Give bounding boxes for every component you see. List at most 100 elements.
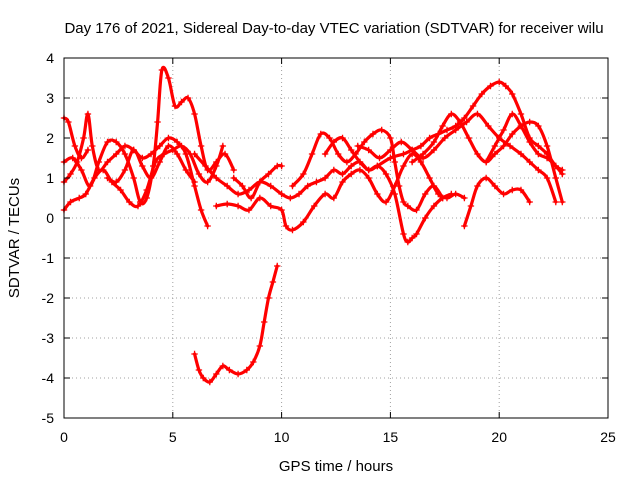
data-point-marker — [200, 374, 207, 382]
data-point-marker — [404, 202, 412, 210]
data-point-marker — [491, 150, 499, 158]
data-point-marker — [282, 222, 290, 230]
data-point-marker — [321, 190, 329, 198]
data-point-marker — [317, 130, 324, 138]
data-point-marker — [121, 142, 129, 150]
series-arc-7 — [213, 150, 468, 234]
data-point-marker — [69, 154, 76, 162]
data-point-marker — [426, 134, 433, 142]
data-point-marker — [139, 162, 146, 170]
data-point-marker — [67, 198, 74, 206]
data-point-marker — [456, 118, 464, 126]
data-point-marker — [197, 206, 205, 214]
data-point-marker — [204, 178, 211, 186]
data-point-marker — [191, 150, 198, 158]
series-arc-5 — [104, 142, 198, 186]
data-point-marker — [413, 230, 420, 238]
data-point-marker — [509, 130, 516, 138]
series-arc-4 — [60, 142, 227, 214]
data-point-marker — [134, 202, 142, 210]
series-line — [62, 144, 225, 212]
data-point-marker — [509, 186, 516, 194]
series-line — [484, 112, 564, 176]
data-point-marker — [506, 142, 514, 150]
y-axis-label: SDTVAR / TECUs — [6, 178, 23, 298]
data-point-marker — [154, 118, 161, 126]
data-point-marker — [191, 110, 198, 118]
data-point-marker — [226, 366, 233, 374]
data-point-marker — [84, 110, 92, 118]
data-point-marker — [104, 138, 111, 146]
x-tick-label: 10 — [274, 429, 290, 445]
data-point-marker — [452, 126, 459, 134]
data-point-marker — [378, 126, 385, 134]
series-line — [410, 112, 564, 204]
data-point-marker — [224, 200, 231, 208]
data-series — [60, 65, 566, 386]
data-point-marker — [552, 174, 559, 182]
data-point-marker — [178, 142, 185, 150]
data-point-marker — [543, 174, 551, 182]
data-point-marker — [289, 182, 296, 190]
series-arc-11 — [321, 134, 455, 246]
data-point-marker — [82, 190, 89, 198]
chart-title: Day 176 of 2021, Sidereal Day-to-day VTE… — [64, 20, 603, 37]
data-point-marker — [321, 174, 329, 182]
data-point-marker — [158, 66, 166, 74]
y-tick-label: -4 — [42, 370, 55, 386]
data-point-marker — [419, 150, 427, 158]
data-point-marker — [256, 194, 264, 202]
data-point-marker — [260, 318, 268, 326]
data-point-marker — [354, 142, 361, 150]
data-point-marker — [482, 158, 490, 166]
data-point-marker — [474, 182, 481, 190]
series-arc-14 — [461, 174, 533, 230]
data-point-marker — [289, 226, 296, 234]
data-point-marker — [430, 202, 438, 210]
data-point-marker — [239, 182, 246, 190]
data-point-marker — [230, 166, 237, 174]
axis-ticks: 0 5 10 15 20 25 -5 -4 -3 -2 -1 0 1 2 3 4 — [42, 50, 616, 445]
x-tick-label: 15 — [383, 429, 399, 445]
data-point-marker — [517, 150, 525, 158]
data-point-marker — [184, 94, 192, 102]
data-point-marker — [91, 174, 98, 182]
y-tick-label: 1 — [46, 170, 54, 186]
data-point-marker — [195, 170, 203, 178]
data-point-marker — [321, 150, 329, 158]
data-point-marker — [308, 150, 316, 158]
data-point-marker — [84, 146, 92, 154]
data-point-marker — [387, 134, 394, 142]
data-point-marker — [365, 174, 372, 182]
data-point-marker — [448, 190, 455, 198]
data-point-marker — [326, 134, 333, 142]
data-point-marker — [526, 198, 533, 206]
data-point-marker — [365, 166, 372, 174]
data-point-marker — [221, 150, 229, 158]
data-point-marker — [552, 162, 559, 170]
data-point-marker — [191, 178, 198, 186]
data-point-marker — [408, 146, 416, 154]
data-point-marker — [165, 142, 172, 150]
x-axis-label: GPS time / hours — [279, 458, 393, 475]
series-arc-15 — [482, 110, 566, 178]
data-point-marker — [78, 166, 85, 174]
data-point-marker — [339, 178, 346, 186]
data-point-marker — [121, 150, 129, 158]
data-point-marker — [552, 198, 559, 206]
data-point-marker — [267, 202, 274, 210]
data-point-marker — [278, 162, 285, 170]
data-point-marker — [245, 186, 253, 194]
data-point-marker — [398, 138, 405, 146]
data-point-marker — [426, 174, 433, 182]
data-point-marker — [448, 110, 455, 118]
data-point-marker — [517, 110, 525, 118]
data-point-marker — [502, 82, 509, 90]
data-point-marker — [117, 186, 124, 194]
data-point-marker — [278, 206, 285, 214]
y-tick-label: -3 — [42, 330, 55, 346]
data-point-marker — [300, 218, 307, 226]
data-point-marker — [543, 154, 551, 162]
y-tick-label: -5 — [42, 410, 55, 426]
